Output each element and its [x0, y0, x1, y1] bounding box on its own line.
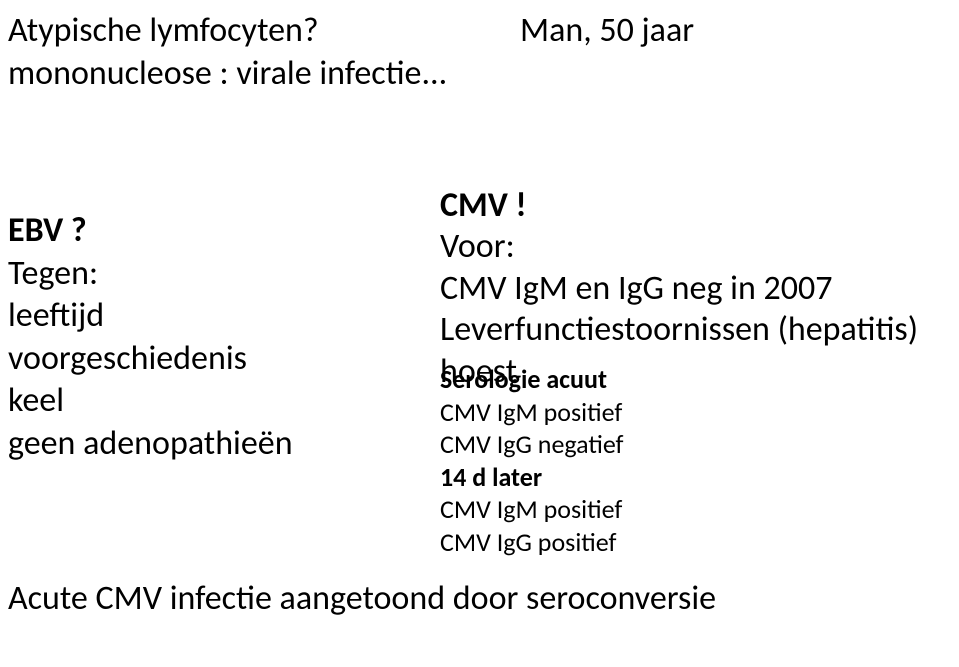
- serology-line-4: CMV IgG positief: [440, 526, 624, 559]
- serology-heading: Serologie acuut: [440, 363, 624, 396]
- patient-info: Man, 50 jaar: [520, 10, 694, 51]
- ebv-item-2: voorgeschiedenis: [8, 338, 293, 381]
- serology-later-heading: 14 d later: [440, 461, 624, 494]
- serology-block: Serologie acuut CMV IgM positief CMV IgG…: [440, 363, 624, 558]
- ebv-against-label: Tegen:: [8, 253, 293, 296]
- cmv-block: CMV ! Voor: CMV IgM en IgG neg in 2007 L…: [440, 185, 918, 392]
- ebv-item-4: geen adenopathieën: [8, 423, 293, 466]
- serology-line-2: CMV IgG negatief: [440, 428, 624, 461]
- ebv-block: EBV ? Tegen: leeftijd voorgeschiedenis k…: [8, 210, 293, 465]
- cmv-heading: CMV !: [440, 185, 918, 226]
- serology-line-3: CMV IgM positief: [440, 493, 624, 526]
- cmv-item-2: Leverfunctiestoornissen (hepatitis): [440, 309, 918, 350]
- title-line-2: mononucleose : virale infectie...: [8, 53, 447, 96]
- serology-line-1: CMV IgM positief: [440, 396, 624, 429]
- title-line-1: Atypische lymfocyten?: [8, 10, 447, 53]
- top-left-block: Atypische lymfocyten? mononucleose : vir…: [8, 10, 447, 95]
- conclusion: Acute CMV infectie aangetoond door seroc…: [8, 578, 716, 619]
- ebv-item-1: leeftijd: [8, 295, 293, 338]
- ebv-heading: EBV ?: [8, 210, 293, 253]
- ebv-item-3: keel: [8, 380, 293, 423]
- slide: Atypische lymfocyten? mononucleose : vir…: [0, 0, 959, 667]
- cmv-for-label: Voor:: [440, 226, 918, 267]
- cmv-item-1: CMV IgM en IgG neg in 2007: [440, 268, 918, 309]
